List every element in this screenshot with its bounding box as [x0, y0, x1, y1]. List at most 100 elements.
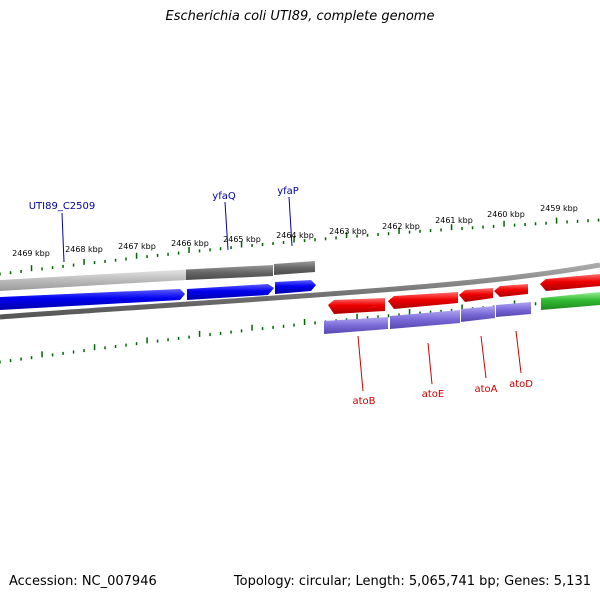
minor-tick: [534, 222, 537, 226]
major-tick: [461, 304, 463, 311]
minor-tick: [377, 233, 379, 236]
scale-label: 2464 kbp: [276, 231, 314, 240]
major-tick: [293, 236, 295, 243]
gene-label-utI89-c2509[interactable]: UTI89_C2509: [29, 201, 96, 212]
leader-line-atoe: [427, 342, 433, 385]
minor-tick: [366, 233, 369, 237]
feature-band-green: [541, 292, 600, 310]
minor-tick: [282, 241, 285, 244]
upper-scale-labels: 2469 kbp 2468 kbp 2467 kbp 2466 kbp 2465…: [12, 231, 314, 258]
cds-arrow-atod: [494, 284, 528, 297]
gene-label-atod[interactable]: atoD: [509, 379, 533, 390]
minor-tick: [261, 243, 264, 246]
cds-arrow-atob: [328, 298, 385, 314]
gene-label-atob[interactable]: atoB: [352, 396, 375, 407]
minor-tick: [114, 258, 117, 262]
gene-band-utI89-c2509: [0, 269, 186, 291]
minor-tick: [482, 225, 484, 229]
cds-arrow-offscreen: [540, 274, 600, 291]
forward-gene-labels: UTI89_C2509 yfaQ yfaP: [29, 186, 299, 263]
cds-arrow-yfap: [275, 280, 316, 294]
minor-tick: [440, 309, 442, 313]
major-tick: [41, 351, 43, 358]
minor-tick: [114, 345, 117, 348]
major-tick: [146, 337, 148, 344]
minor-tick: [429, 229, 432, 233]
gene-band-atoa: [461, 306, 495, 322]
major-tick: [240, 241, 243, 248]
lower-scale-labels: 2463 kbp 2462 kbp 2461 kbp 2460 kbp 2459…: [329, 204, 578, 236]
minor-tick: [62, 264, 64, 268]
cds-arrow-atoe: [388, 292, 458, 309]
major-tick: [555, 217, 558, 224]
minor-tick: [125, 257, 127, 261]
minor-tick: [9, 271, 12, 275]
minor-tick: [419, 229, 421, 233]
leader-line-yfaq: [224, 201, 229, 251]
minor-tick: [93, 261, 96, 265]
minor-tick: [177, 336, 180, 340]
minor-tick: [72, 350, 75, 354]
minor-tick: [513, 223, 516, 227]
minor-tick: [167, 338, 169, 342]
minor-tick: [167, 252, 169, 256]
genome-summary-text: Topology: circular; Length: 5,065,741 bp…: [233, 574, 591, 589]
minor-tick: [282, 324, 285, 328]
major-tick: [188, 247, 190, 253]
gene-label-atoa[interactable]: atoA: [474, 384, 497, 395]
major-tick: [83, 258, 85, 265]
minor-tick: [450, 308, 453, 312]
minor-tick: [198, 249, 201, 253]
gene-label-atoe[interactable]: atoE: [422, 389, 445, 400]
minor-tick: [314, 238, 316, 242]
scale-label: 2468 kbp: [65, 245, 103, 254]
minor-tick: [0, 360, 1, 364]
leader-line-atod: [515, 330, 522, 374]
major-tick: [503, 220, 505, 227]
minor-tick: [576, 219, 579, 223]
minor-tick: [324, 237, 327, 241]
scale-label: 2459 kbp: [540, 204, 578, 213]
gene-label-yfaq[interactable]: yfaQ: [212, 191, 236, 202]
minor-tick: [261, 327, 264, 331]
minor-tick: [230, 330, 232, 334]
major-tick: [345, 232, 348, 238]
leader-line-atoa: [480, 335, 487, 379]
minor-tick: [188, 335, 190, 339]
minor-tick: [30, 356, 33, 360]
minor-tick: [587, 219, 589, 223]
leader-line-yfap: [288, 196, 293, 247]
minor-tick: [104, 259, 106, 263]
minor-tick: [272, 325, 274, 329]
gene-band-yfaq: [186, 265, 273, 280]
major-tick: [198, 330, 201, 337]
scale-label: 2466 kbp: [171, 239, 209, 248]
scale-label: 2467 kbp: [118, 242, 156, 251]
genome-backbone: [0, 262, 600, 320]
reverse-gene-labels: atoB atoE atoA atoD: [352, 330, 533, 407]
minor-tick: [366, 316, 369, 320]
minor-tick: [387, 314, 390, 318]
minor-tick: [41, 267, 43, 271]
minor-tick: [230, 246, 232, 250]
minor-tick: [9, 359, 12, 363]
minor-tick: [471, 226, 474, 230]
minor-tick: [440, 228, 442, 232]
gene-band-atob: [324, 317, 388, 334]
minor-tick: [597, 218, 600, 222]
major-tick: [408, 309, 411, 315]
scale-label: 2461 kbp: [435, 216, 473, 225]
gene-label-yfap[interactable]: yfaP: [277, 186, 299, 197]
minor-tick: [219, 247, 222, 251]
major-tick: [513, 300, 516, 307]
minor-tick: [104, 346, 106, 350]
minor-tick: [335, 236, 337, 240]
minor-tick: [408, 230, 411, 234]
major-tick: [93, 344, 96, 351]
major-tick: [303, 319, 306, 325]
gene-band-yfap: [274, 261, 315, 275]
minor-tick: [72, 263, 75, 267]
minor-tick: [377, 315, 379, 319]
minor-tick: [303, 239, 306, 243]
